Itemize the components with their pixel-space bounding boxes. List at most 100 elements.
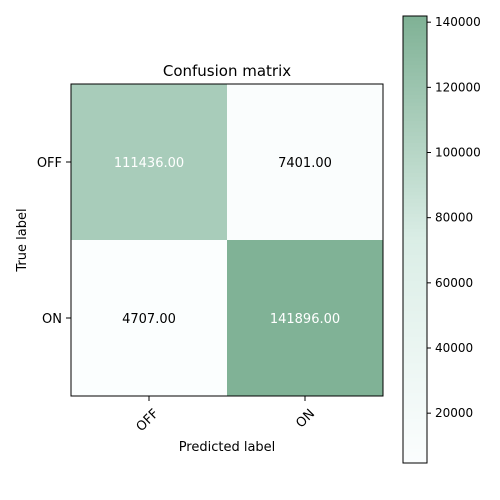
colorbar-segment: [403, 276, 427, 282]
colorbar-segment: [403, 369, 427, 375]
colorbar-segment: [403, 407, 427, 412]
cell-value-labels: 111436.00 7401.00 4707.00 141896.00: [114, 156, 340, 327]
y-axis-label: True label: [15, 208, 30, 272]
colorbar-segment: [403, 27, 427, 32]
colorbar-segment: [403, 23, 427, 28]
colorbar-segment: [403, 425, 427, 431]
colorbar-segment: [403, 42, 427, 47]
colorbar-segment: [403, 284, 427, 289]
colorbar-segment: [403, 124, 427, 129]
colorbar-segment: [403, 287, 427, 293]
colorbar-segment: [403, 351, 427, 356]
colorbar-segment: [403, 153, 427, 159]
colorbar-segment: [403, 246, 427, 252]
colorbar-segment: [403, 60, 427, 66]
colorbar-segment: [403, 306, 427, 311]
colorbar-segment: [403, 135, 427, 140]
colorbar-segment: [403, 179, 427, 185]
colorbar-segment: [403, 127, 427, 133]
colorbar-segment: [403, 198, 427, 203]
colorbar-segment: [403, 392, 427, 397]
colorbar-segment: [403, 75, 427, 80]
colorbar-segment: [403, 64, 427, 69]
colorbar-segment: [403, 105, 427, 110]
colorbar-segment: [403, 440, 427, 445]
colorbar-segment: [403, 403, 427, 408]
colorbar-segment: [403, 280, 427, 285]
heatmap-cell: [227, 84, 383, 240]
colorbar-segment: [403, 295, 427, 300]
colorbar-segment: [403, 291, 427, 296]
colorbar-tick-label: 80000: [435, 211, 473, 225]
colorbar-segment: [403, 265, 427, 270]
colorbar-segment: [403, 194, 427, 200]
colorbar-segment: [403, 436, 427, 442]
colorbar-segment: [403, 343, 427, 349]
colorbar-segment: [403, 388, 427, 393]
colorbar-segment: [403, 30, 427, 36]
colorbar-segment: [403, 94, 427, 99]
colorbar-segment: [403, 79, 427, 84]
colorbar-segment: [403, 187, 427, 192]
colorbar-segment: [403, 358, 427, 364]
colorbar-segment: [403, 444, 427, 449]
cell-value-label: 4707.00: [122, 312, 176, 327]
colorbar-segment: [403, 418, 427, 423]
colorbar-segment: [403, 373, 427, 378]
colorbar-segment: [403, 381, 427, 386]
colorbar-segment: [403, 328, 427, 334]
colorbar-segment: [403, 410, 427, 416]
colorbar-segment: [403, 362, 427, 367]
colorbar-segment: [403, 176, 427, 181]
cell-value-label: 7401.00: [278, 156, 332, 171]
colorbar-segment: [403, 56, 427, 62]
colorbar-segment: [403, 101, 427, 106]
colorbar-segment: [403, 172, 427, 177]
colorbar-segment: [403, 232, 427, 237]
colorbar-segment: [403, 38, 427, 43]
colorbar-tick-label: 20000: [435, 406, 473, 420]
colorbar-frame: [402, 15, 428, 464]
colorbar-segment: [403, 455, 427, 460]
colorbar-segment: [403, 86, 427, 92]
colorbar-segment: [403, 414, 427, 419]
colorbar-segment: [403, 269, 427, 274]
colorbar-segment: [403, 433, 427, 438]
colorbar-segment: [403, 209, 427, 215]
colorbar-segment: [403, 239, 427, 244]
colorbar-segment: [403, 332, 427, 337]
colorbar-segment: [403, 399, 427, 404]
colorbar-segment: [403, 228, 427, 233]
colorbar-segment: [403, 150, 427, 155]
colorbar-segment: [403, 205, 427, 211]
colorbar-segment: [403, 191, 427, 196]
colorbar-segment: [403, 459, 427, 464]
heatmap-cell: [71, 84, 227, 240]
colorbar-tick-label: 60000: [435, 276, 473, 290]
colorbar-segment: [403, 321, 427, 326]
colorbar-segment: [403, 310, 427, 315]
colorbar-tick-label: 140000: [435, 15, 481, 29]
colorbar-segment: [403, 299, 427, 304]
colorbar-segment: [403, 161, 427, 166]
colorbar-segment: [403, 250, 427, 255]
cell-value-label: 111436.00: [114, 156, 184, 171]
colorbar-segment: [403, 366, 427, 371]
colorbar-segment: [403, 422, 427, 427]
heatmap-cells: [71, 84, 383, 396]
colorbar-segment: [403, 354, 427, 360]
colorbar-segment: [403, 68, 427, 73]
colorbar-segment: [403, 273, 427, 278]
colorbar-segment: [403, 235, 427, 241]
colorbar-segment: [403, 302, 427, 308]
colorbar-tick-label: 120000: [435, 80, 481, 94]
colorbar-segment: [403, 109, 427, 114]
plot-frame: [70, 83, 384, 397]
chart-title: Confusion matrix: [163, 62, 291, 80]
colorbar-segment: [403, 45, 427, 51]
colorbar-segment: [403, 384, 427, 390]
colorbar-segment: [403, 429, 427, 434]
heatmap-cell: [71, 240, 227, 396]
colorbar-segment: [403, 131, 427, 136]
colorbar-segment: [403, 16, 427, 21]
